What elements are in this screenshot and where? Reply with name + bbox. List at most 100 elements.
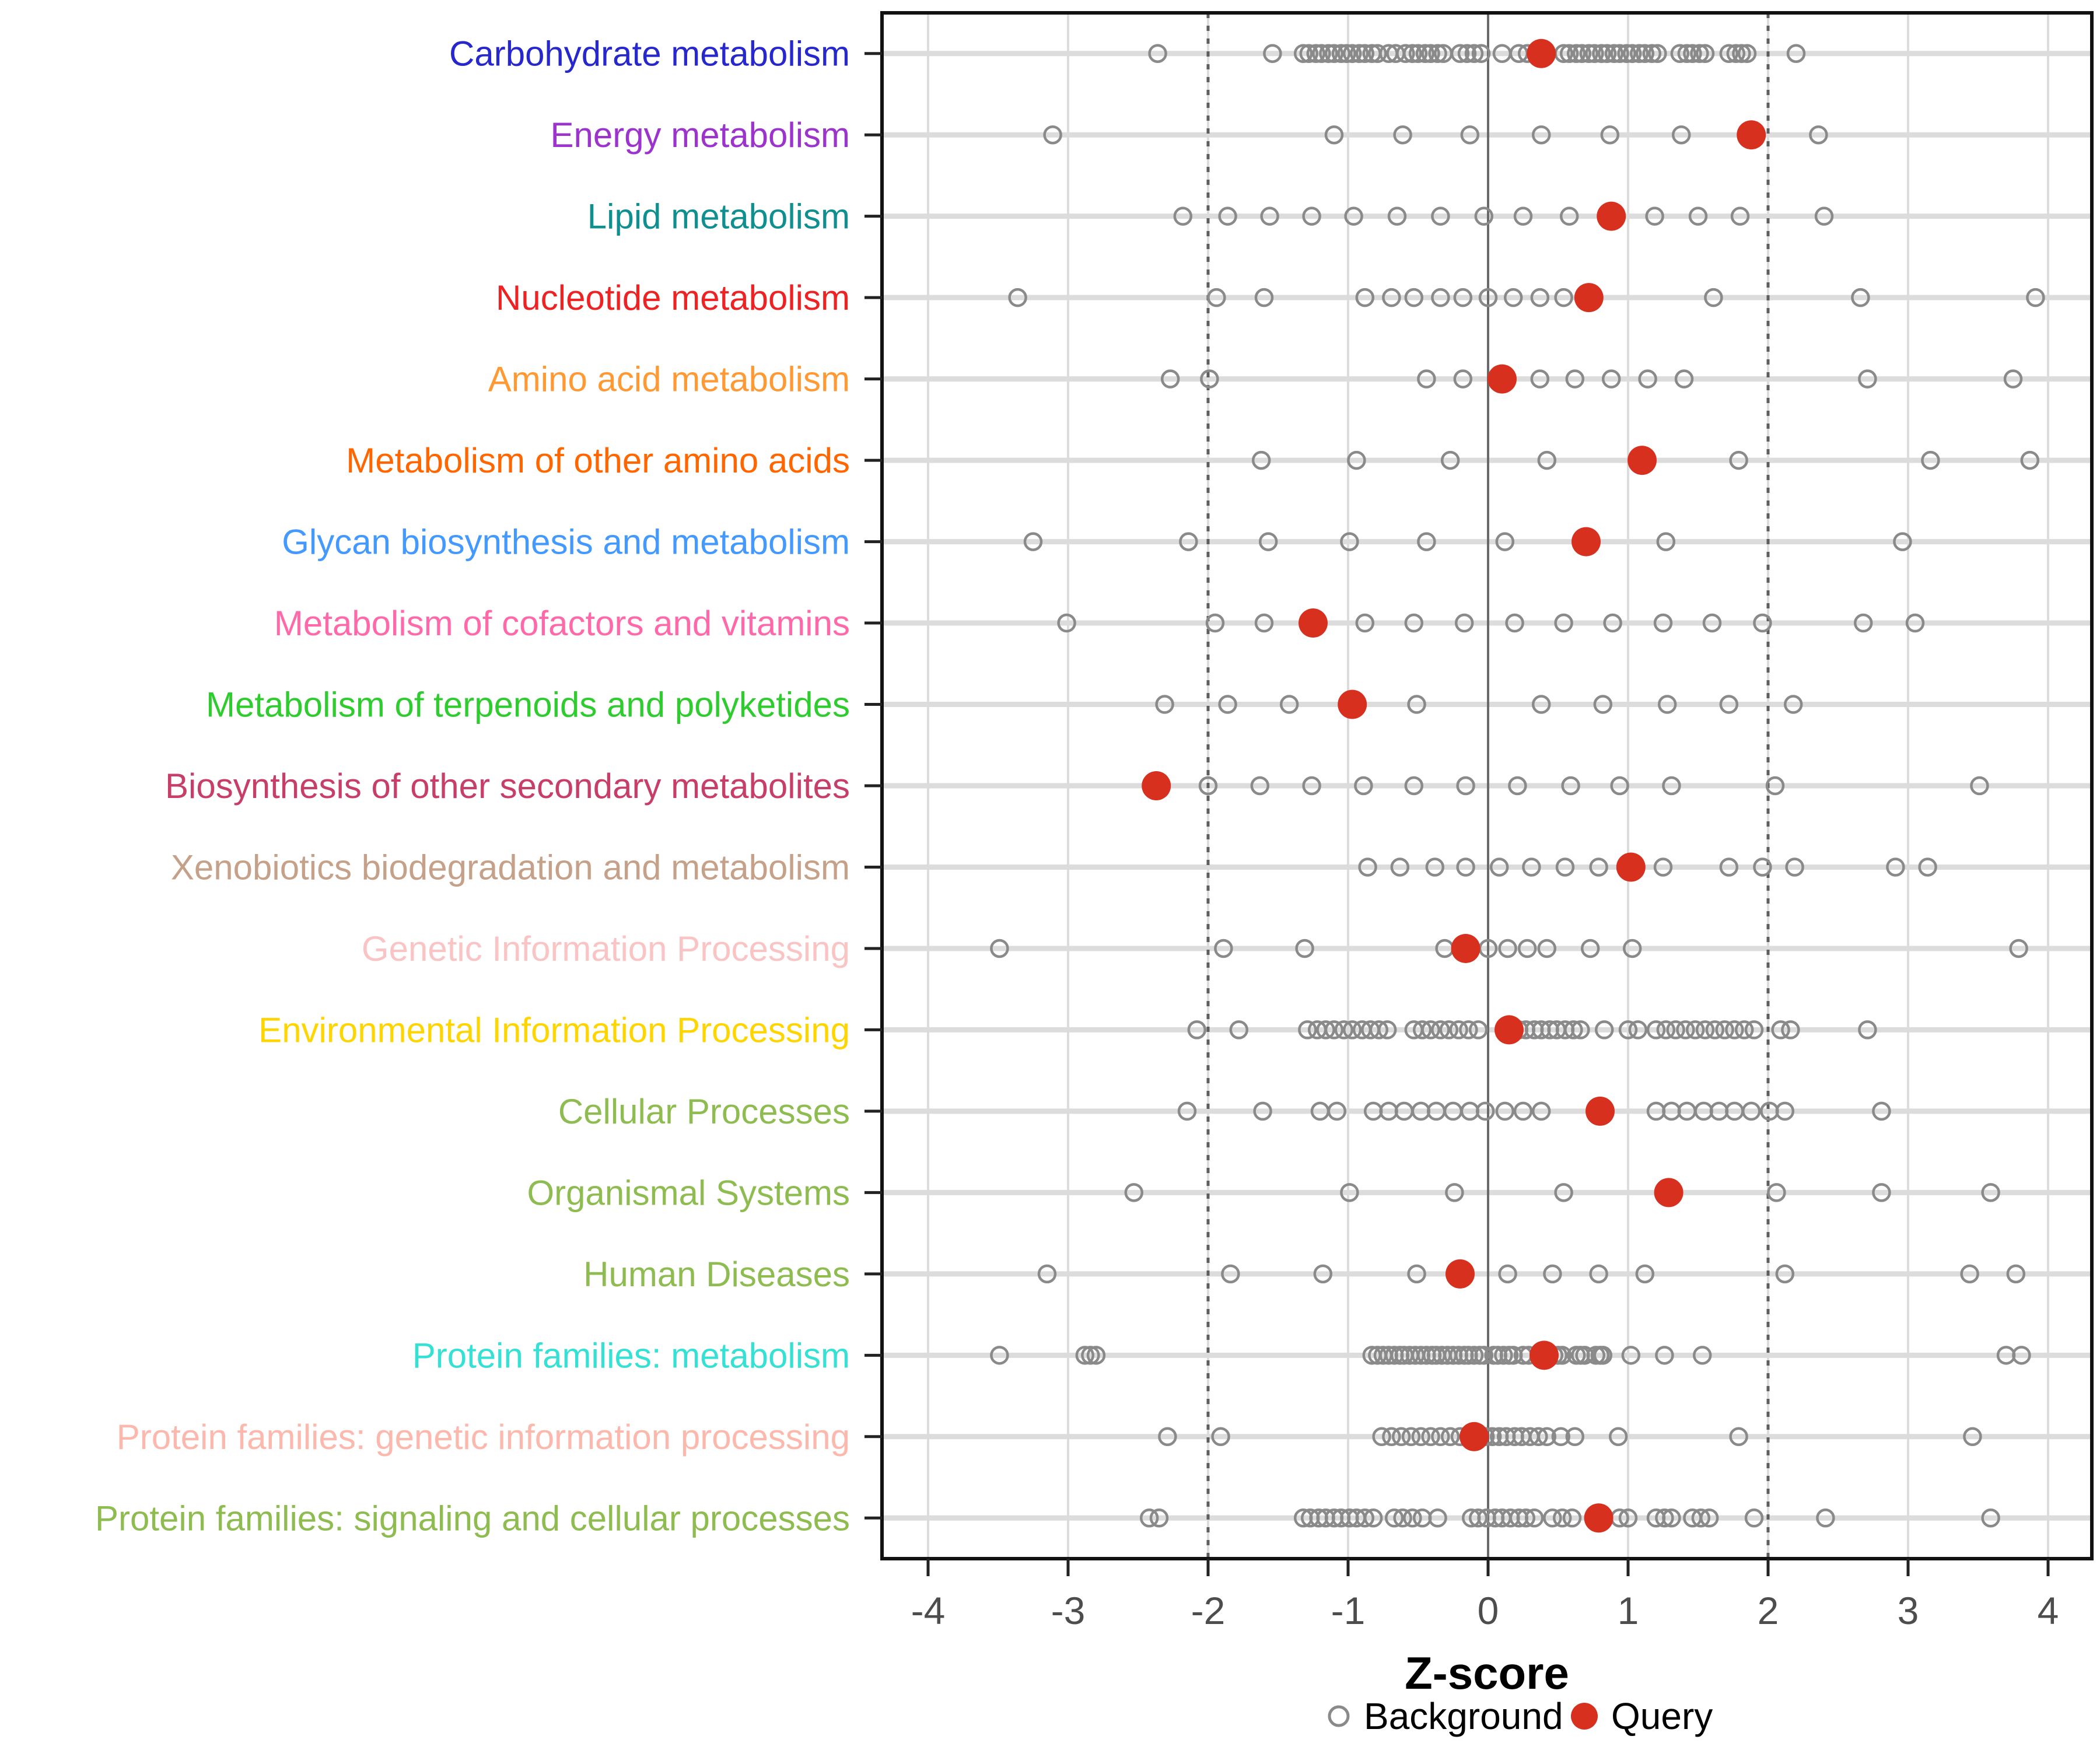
background-point: [1524, 1508, 1544, 1528]
background-point: [1655, 1508, 1674, 1528]
background-point: [1263, 44, 1282, 63]
background-point: [1531, 125, 1551, 145]
background-point: [1704, 288, 1723, 307]
background-point: [1043, 125, 1062, 145]
background-point: [1324, 44, 1344, 63]
y-axis-label: Lipid metabolism: [587, 197, 850, 236]
legend-query-label: Query: [1611, 1695, 1713, 1737]
query-point: [1142, 771, 1171, 800]
y-axis-label: Protein families: metabolism: [412, 1336, 850, 1375]
background-point: [1719, 858, 1739, 877]
background-point: [1555, 858, 1575, 877]
background-point: [1363, 1508, 1383, 1528]
legend-query-marker-icon: [1571, 1703, 1598, 1730]
background-point: [1211, 1427, 1230, 1447]
y-axis-label: Glycan biosynthesis and metabolism: [282, 523, 850, 562]
background-point: [1431, 1020, 1450, 1040]
background-point: [1783, 695, 1803, 714]
background-point: [1858, 369, 1877, 388]
background-point: [1725, 1020, 1744, 1040]
background-point: [1648, 44, 1667, 63]
background-point: [1347, 450, 1366, 470]
y-axis-label: Carbohydrate metabolism: [449, 34, 850, 74]
background-point: [1453, 288, 1473, 307]
background-point: [1589, 1264, 1608, 1284]
background-point: [990, 1346, 1009, 1365]
background-point: [1254, 613, 1274, 633]
background-point: [1516, 1508, 1536, 1528]
background-point: [1207, 288, 1226, 307]
background-point: [1635, 44, 1655, 63]
background-point: [1666, 1020, 1685, 1040]
background-point: [1459, 1020, 1478, 1040]
background-point: [1872, 1183, 1891, 1202]
query-point: [1488, 364, 1517, 394]
x-tick-label: 3: [1898, 1589, 1919, 1632]
background-point: [1404, 613, 1424, 633]
background-point: [1656, 532, 1676, 551]
background-point: [1572, 44, 1592, 63]
background-point: [1513, 206, 1533, 226]
background-point: [1653, 613, 1673, 633]
background-point: [1450, 44, 1470, 63]
background-point: [1531, 1101, 1551, 1121]
background-point: [1729, 1427, 1748, 1447]
background-point: [990, 939, 1009, 958]
x-tick-label: 0: [1478, 1589, 1499, 1632]
background-point: [1642, 44, 1662, 63]
background-point: [1781, 1020, 1800, 1040]
background-point: [1610, 776, 1629, 796]
background-point: [1337, 44, 1356, 63]
background-point: [1464, 44, 1484, 63]
axes-layer: Carbohydrate metabolism Energy metabolism…: [95, 34, 2059, 1632]
background-point: [2003, 369, 2023, 388]
background-point: [1258, 532, 1278, 551]
query-point: [1574, 283, 1604, 313]
background-point: [1293, 44, 1313, 63]
background-point: [1411, 1427, 1431, 1447]
background-point: [1559, 44, 1579, 63]
background-point: [1355, 613, 1375, 633]
background-point: [1765, 776, 1785, 796]
query-point: [1527, 38, 1556, 68]
background-point: [1415, 44, 1435, 63]
background-point: [1489, 858, 1509, 877]
background-point: [1139, 1508, 1159, 1528]
background-point: [1155, 695, 1174, 714]
y-axis-label: Organismal Systems: [527, 1173, 850, 1212]
background-point: [1498, 939, 1517, 958]
background-point: [1676, 1020, 1695, 1040]
y-axis-label: Biosynthesis of other secondary metaboli…: [165, 766, 850, 806]
background-point: [1565, 1427, 1585, 1447]
background-point: [1298, 1020, 1317, 1040]
background-point: [1403, 44, 1422, 63]
background-point: [1421, 1020, 1440, 1040]
background-point: [2020, 450, 2040, 470]
background-point: [1440, 1427, 1460, 1447]
background-point: [1593, 1346, 1613, 1365]
background-point: [1552, 1508, 1572, 1528]
background-point: [1683, 44, 1702, 63]
background-point: [2012, 1346, 2031, 1365]
background-point: [1456, 858, 1475, 877]
background-point: [1417, 369, 1436, 388]
background-point: [1593, 695, 1613, 714]
background-point: [2009, 939, 2028, 958]
background-point: [1408, 44, 1428, 63]
background-point: [1858, 1020, 1877, 1040]
background-point: [1692, 1346, 1712, 1365]
legend: Background Query: [1328, 1695, 1713, 1737]
background-point: [1579, 44, 1599, 63]
background-point: [1319, 44, 1338, 63]
background-point: [1382, 288, 1401, 307]
background-point: [1905, 613, 1925, 633]
background-point: [1561, 776, 1580, 796]
background-point: [1744, 1020, 1764, 1040]
background-point: [1404, 288, 1424, 307]
background-point: [1645, 206, 1664, 226]
background-point: [1279, 695, 1299, 714]
background-point: [1439, 1020, 1459, 1040]
background-point: [1638, 369, 1657, 388]
background-point: [1646, 1020, 1666, 1040]
background-point: [1327, 1101, 1347, 1121]
